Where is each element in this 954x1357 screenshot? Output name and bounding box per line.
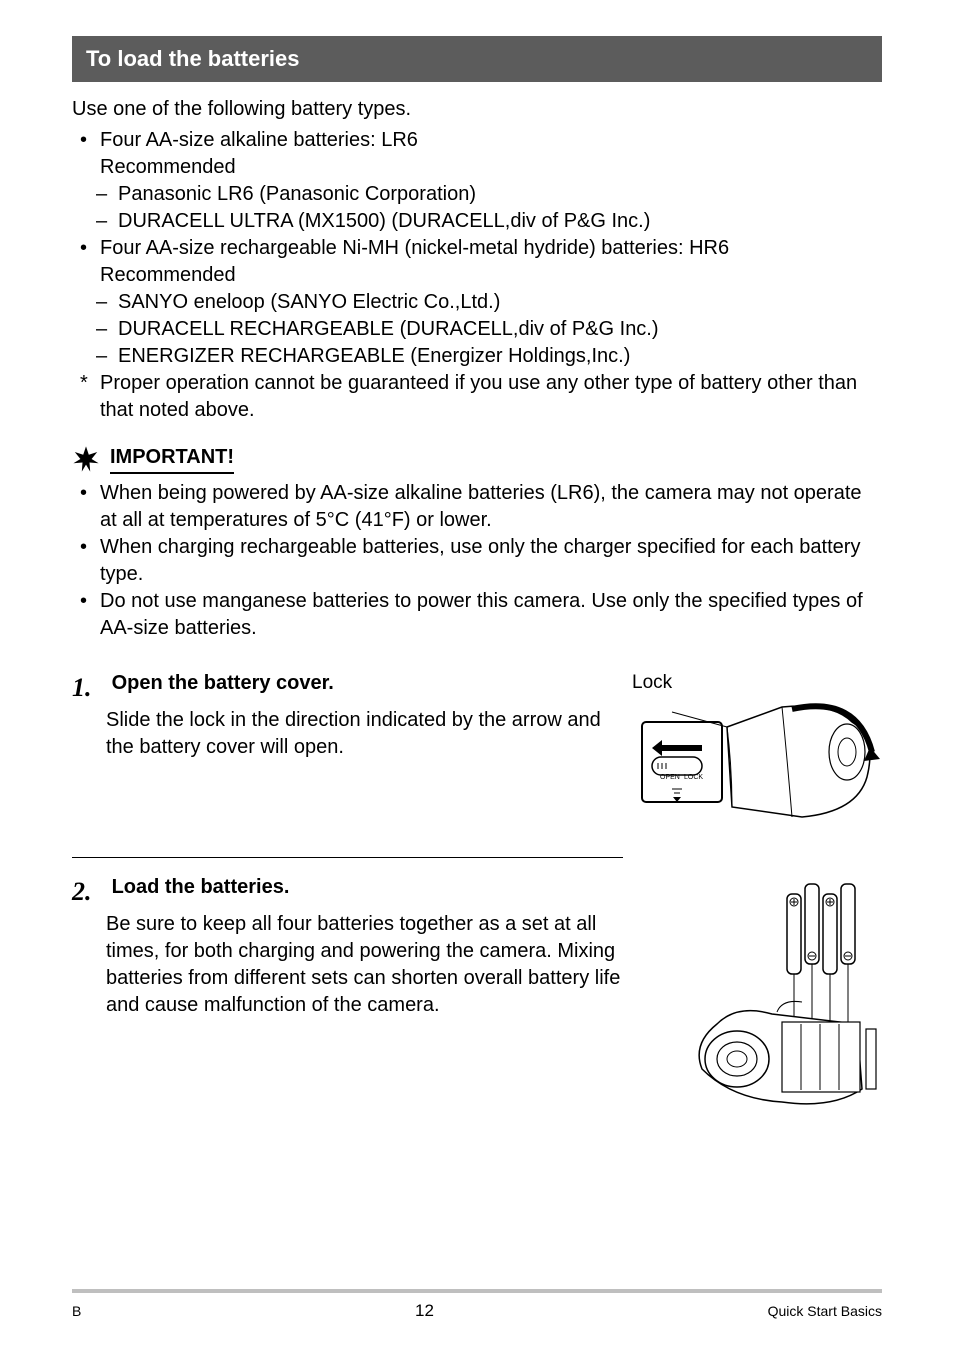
load-batteries-illustration: [682, 874, 882, 1114]
footer-right: Quick Start Basics: [768, 1302, 882, 1321]
step-title: Load the batteries.: [112, 876, 290, 898]
dash-mark: –: [96, 289, 118, 316]
dash-mark: –: [96, 181, 118, 208]
step-number: 2.: [72, 874, 106, 909]
important-block: IMPORTANT! • When being powered by AA-si…: [72, 444, 882, 642]
battery-group: • Four AA-size alkaline batteries: LR6 R…: [80, 127, 882, 181]
battery-group: • Four AA-size rechargeable Ni-MH (nicke…: [80, 235, 882, 289]
asterisk-note: * Proper operation cannot be guaranteed …: [80, 370, 882, 424]
step-2: 2. Load the batteries. Be sure to keep a…: [72, 874, 882, 1122]
open-cover-illustration: OPEN LOCK: [632, 697, 882, 827]
step-body: Slide the lock in the direction indicate…: [106, 707, 602, 761]
step-body: Be sure to keep all four batteries toget…: [106, 911, 652, 1019]
asterisk-mark: *: [80, 370, 100, 424]
recommended-text: SANYO eneloop (SANYO Electric Co.,Ltd.): [118, 289, 500, 316]
important-text: When being powered by AA-size alkaline b…: [100, 480, 882, 534]
bullet-dot: •: [80, 588, 100, 642]
step-title: Open the battery cover.: [112, 672, 334, 694]
recommended-item: – Panasonic LR6 (Panasonic Corporation): [96, 181, 882, 208]
page-footer: B 12 Quick Start Basics: [72, 1300, 882, 1323]
recommended-text: ENERGIZER RECHARGEABLE (Energizer Holdin…: [118, 343, 630, 370]
dash-mark: –: [96, 343, 118, 370]
step-number: 1.: [72, 670, 106, 705]
important-label: IMPORTANT!: [110, 444, 234, 474]
bullet-dot: •: [80, 235, 100, 289]
group-heading: Four AA-size alkaline batteries: LR6: [100, 129, 418, 151]
recommended-item: – DURACELL RECHARGEABLE (DURACELL,div of…: [96, 316, 882, 343]
burst-icon: [72, 445, 100, 473]
lock-label: Lock: [632, 670, 882, 696]
important-text: Do not use manganese batteries to power …: [100, 588, 882, 642]
svg-text:OPEN: OPEN: [660, 774, 680, 781]
asterisk-text: Proper operation cannot be guaranteed if…: [100, 370, 882, 424]
footer-rule: [72, 1289, 882, 1293]
step-divider: [72, 857, 623, 858]
step-1: 1. Open the battery cover. Slide the loc…: [72, 670, 882, 859]
important-bullet: • Do not use manganese batteries to powe…: [80, 588, 882, 642]
group-sub: Recommended: [100, 156, 236, 178]
dash-mark: –: [96, 208, 118, 235]
intro-text: Use one of the following battery types.: [72, 96, 882, 123]
bullet-dot: •: [80, 534, 100, 588]
page-number: 12: [415, 1300, 434, 1323]
svg-text:LOCK: LOCK: [684, 774, 703, 781]
section-header: To load the batteries: [72, 36, 882, 82]
bullet-dot: •: [80, 127, 100, 181]
recommended-item: – ENERGIZER RECHARGEABLE (Energizer Hold…: [96, 343, 882, 370]
important-bullet: • When being powered by AA-size alkaline…: [80, 480, 882, 534]
recommended-text: Panasonic LR6 (Panasonic Corporation): [118, 181, 476, 208]
bullet-dot: •: [80, 480, 100, 534]
group-heading: Four AA-size rechargeable Ni-MH (nickel-…: [100, 237, 729, 259]
recommended-text: DURACELL ULTRA (MX1500) (DURACELL,div of…: [118, 208, 650, 235]
dash-mark: –: [96, 316, 118, 343]
group-sub: Recommended: [100, 264, 236, 286]
recommended-item: – DURACELL ULTRA (MX1500) (DURACELL,div …: [96, 208, 882, 235]
important-text: When charging rechargeable batteries, us…: [100, 534, 882, 588]
footer-left: B: [72, 1302, 81, 1321]
important-bullet: • When charging rechargeable batteries, …: [80, 534, 882, 588]
recommended-text: DURACELL RECHARGEABLE (DURACELL,div of P…: [118, 316, 659, 343]
recommended-item: – SANYO eneloop (SANYO Electric Co.,Ltd.…: [96, 289, 882, 316]
